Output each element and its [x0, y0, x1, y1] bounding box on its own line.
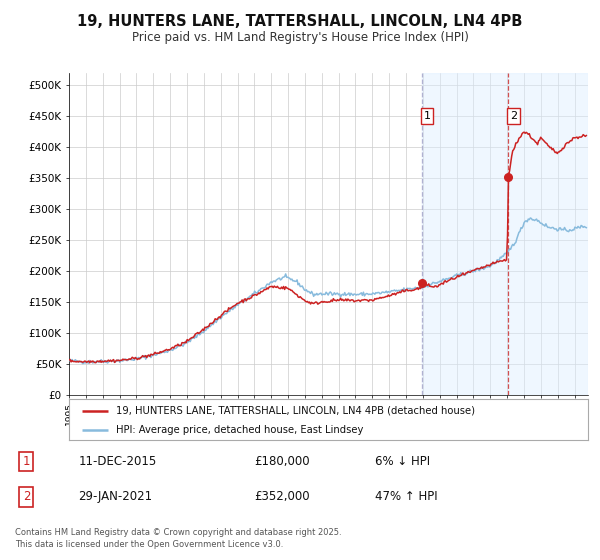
Text: 29-JAN-2021: 29-JAN-2021 [78, 490, 152, 503]
Text: Contains HM Land Registry data © Crown copyright and database right 2025.
This d: Contains HM Land Registry data © Crown c… [15, 528, 341, 549]
Text: HPI: Average price, detached house, East Lindsey: HPI: Average price, detached house, East… [116, 424, 363, 435]
Text: 47% ↑ HPI: 47% ↑ HPI [375, 490, 437, 503]
Text: Price paid vs. HM Land Registry's House Price Index (HPI): Price paid vs. HM Land Registry's House … [131, 31, 469, 44]
Text: £180,000: £180,000 [254, 455, 310, 468]
Text: 6% ↓ HPI: 6% ↓ HPI [375, 455, 430, 468]
Text: 1: 1 [424, 111, 431, 122]
Text: 2: 2 [23, 490, 30, 503]
Text: £352,000: £352,000 [254, 490, 310, 503]
Text: 2: 2 [510, 111, 517, 122]
Text: 19, HUNTERS LANE, TATTERSHALL, LINCOLN, LN4 4PB (detached house): 19, HUNTERS LANE, TATTERSHALL, LINCOLN, … [116, 405, 475, 416]
Text: 11-DEC-2015: 11-DEC-2015 [78, 455, 157, 468]
Text: 1: 1 [23, 455, 30, 468]
Text: 19, HUNTERS LANE, TATTERSHALL, LINCOLN, LN4 4PB: 19, HUNTERS LANE, TATTERSHALL, LINCOLN, … [77, 14, 523, 29]
Bar [422, 73, 588, 395]
